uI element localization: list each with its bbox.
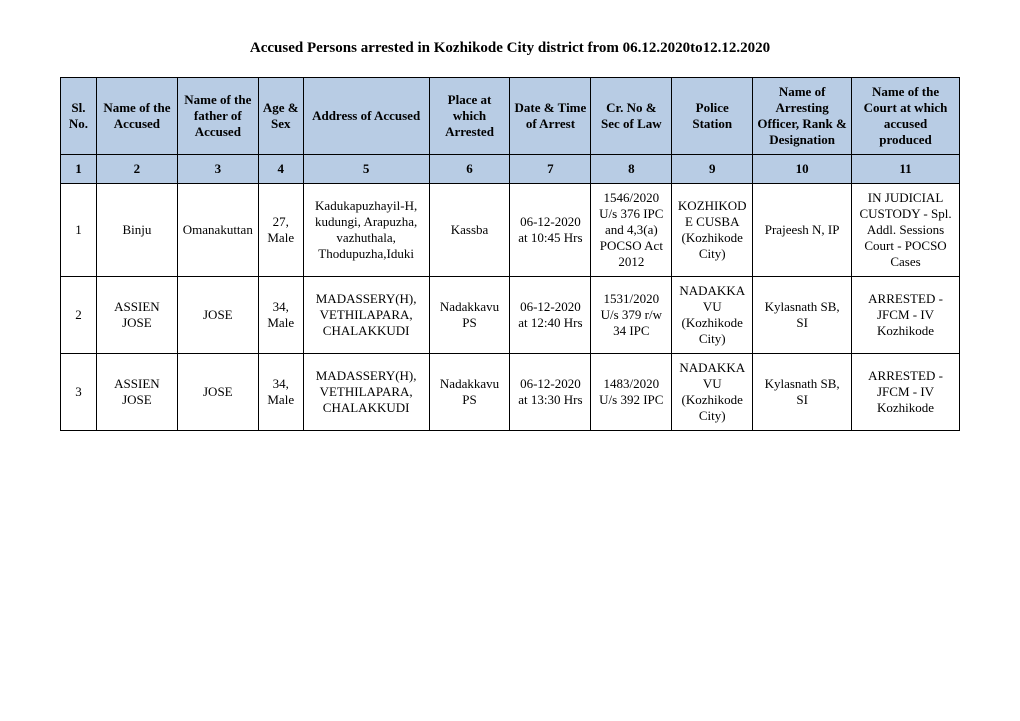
num-cell: 2 [96, 155, 177, 184]
cell-datetime: 06-12-2020 at 10:45 Hrs [510, 184, 591, 277]
cell-address: MADASSERY(H), VETHILAPARA, CHALAKKUDI [303, 277, 429, 354]
table-row: 3ASSIEN JOSEJOSE34, MaleMADASSERY(H), VE… [61, 354, 960, 431]
table-row: 1BinjuOmanakuttan27, MaleKadukapuzhayil-… [61, 184, 960, 277]
cell-age_sex: 34, Male [258, 354, 303, 431]
cell-officer: Kylasnath SB, SI [753, 277, 852, 354]
cell-father: JOSE [177, 277, 258, 354]
col-court: Name of the Court at which accused produ… [852, 78, 960, 155]
cell-crno: 1531/2020 U/s 379 r/w 34 IPC [591, 277, 672, 354]
num-cell: 8 [591, 155, 672, 184]
cell-name: ASSIEN JOSE [96, 277, 177, 354]
num-cell: 10 [753, 155, 852, 184]
cell-datetime: 06-12-2020 at 13:30 Hrs [510, 354, 591, 431]
cell-place: Nadakkavu PS [429, 277, 510, 354]
table-body: 1BinjuOmanakuttan27, MaleKadukapuzhayil-… [61, 184, 960, 431]
num-cell: 3 [177, 155, 258, 184]
num-cell: 6 [429, 155, 510, 184]
cell-name: ASSIEN JOSE [96, 354, 177, 431]
cell-sl: 2 [61, 277, 97, 354]
cell-court: IN JUDICIAL CUSTODY - Spl. Addl. Session… [852, 184, 960, 277]
num-cell: 9 [672, 155, 753, 184]
cell-sl: 3 [61, 354, 97, 431]
table-row: 2ASSIEN JOSEJOSE34, MaleMADASSERY(H), VE… [61, 277, 960, 354]
cell-place: Kassba [429, 184, 510, 277]
cell-father: Omanakuttan [177, 184, 258, 277]
cell-father: JOSE [177, 354, 258, 431]
header-row: Sl. No. Name of the Accused Name of the … [61, 78, 960, 155]
arrest-table: Sl. No. Name of the Accused Name of the … [60, 77, 960, 431]
cell-crno: 1483/2020 U/s 392 IPC [591, 354, 672, 431]
cell-station: NADAKKAVU (Kozhikode City) [672, 354, 753, 431]
cell-address: MADASSERY(H), VETHILAPARA, CHALAKKUDI [303, 354, 429, 431]
col-place: Place at which Arrested [429, 78, 510, 155]
col-age: Age & Sex [258, 78, 303, 155]
cell-officer: Prajeesh N, IP [753, 184, 852, 277]
number-row: 1 2 3 4 5 6 7 8 9 10 11 [61, 155, 960, 184]
cell-station: KOZHIKODE CUSBA (Kozhikode City) [672, 184, 753, 277]
col-father: Name of the father of Accused [177, 78, 258, 155]
cell-court: ARRESTED - JFCM - IV Kozhikode [852, 354, 960, 431]
col-crno: Cr. No & Sec of Law [591, 78, 672, 155]
num-cell: 5 [303, 155, 429, 184]
cell-court: ARRESTED - JFCM - IV Kozhikode [852, 277, 960, 354]
cell-address: Kadukapuzhayil-H, kudungi, Arapuzha, vaz… [303, 184, 429, 277]
cell-crno: 1546/2020 U/s 376 IPC and 4,3(a) POCSO A… [591, 184, 672, 277]
num-cell: 11 [852, 155, 960, 184]
cell-age_sex: 34, Male [258, 277, 303, 354]
cell-station: NADAKKAVU (Kozhikode City) [672, 277, 753, 354]
col-name: Name of the Accused [96, 78, 177, 155]
col-officer: Name of Arresting Officer, Rank & Design… [753, 78, 852, 155]
cell-place: Nadakkavu PS [429, 354, 510, 431]
num-cell: 4 [258, 155, 303, 184]
col-station: Police Station [672, 78, 753, 155]
num-cell: 1 [61, 155, 97, 184]
cell-name: Binju [96, 184, 177, 277]
cell-sl: 1 [61, 184, 97, 277]
cell-officer: Kylasnath SB, SI [753, 354, 852, 431]
num-cell: 7 [510, 155, 591, 184]
cell-datetime: 06-12-2020 at 12:40 Hrs [510, 277, 591, 354]
col-sl: Sl. No. [61, 78, 97, 155]
page-title: Accused Persons arrested in Kozhikode Ci… [60, 40, 960, 57]
col-date: Date & Time of Arrest [510, 78, 591, 155]
col-address: Address of Accused [303, 78, 429, 155]
cell-age_sex: 27, Male [258, 184, 303, 277]
